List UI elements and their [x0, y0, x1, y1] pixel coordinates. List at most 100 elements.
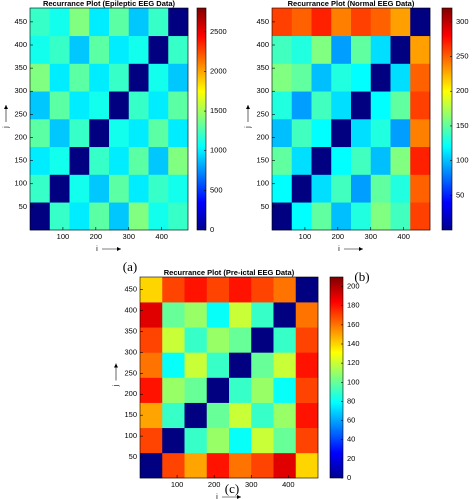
heatmap-cell	[184, 277, 208, 303]
heatmap-cell	[69, 202, 90, 231]
y-tick-label: 50	[129, 452, 137, 461]
heatmap-cell	[273, 277, 297, 303]
heatmap-cell	[295, 327, 319, 353]
heatmap-cell	[272, 63, 293, 92]
heatmap-cell	[272, 174, 293, 203]
heatmap-cell	[370, 35, 391, 64]
x-tick-label: 400	[155, 232, 168, 241]
heatmap-cell	[168, 174, 189, 203]
x-axis-label: i	[216, 492, 218, 499]
heatmap-cell	[410, 174, 431, 203]
heatmap-cell	[229, 377, 252, 403]
heatmap-cell	[30, 63, 51, 92]
heatmap-cell	[109, 119, 130, 148]
heatmap-cell	[410, 8, 431, 37]
heatmap-cell	[291, 91, 312, 120]
heatmap-cell	[311, 146, 332, 175]
heatmap-cell	[184, 402, 208, 429]
heatmap-cell	[168, 8, 189, 37]
y-tick-label: 400	[14, 40, 27, 49]
heatmap-cell	[331, 35, 352, 64]
heatmap-cell	[390, 91, 411, 120]
heatmap-cell	[128, 174, 149, 203]
heatmap-cell	[89, 8, 110, 37]
y-tick-label: 50	[261, 202, 269, 211]
heatmap-cell	[229, 327, 252, 353]
heatmap-cell	[273, 302, 297, 328]
heatmap-cell	[148, 146, 169, 175]
heatmap-cell	[168, 35, 189, 64]
heatmap-cell	[410, 63, 431, 92]
heatmap-cell	[370, 202, 391, 231]
x-tick-label: 300	[245, 480, 258, 489]
heatmap-cell	[49, 8, 70, 37]
heatmap-cell	[168, 63, 189, 92]
heatmap-cell	[140, 277, 163, 303]
y-tick-label: 400	[256, 40, 269, 49]
x-tick-label: 400	[397, 232, 410, 241]
heatmap-cell	[140, 402, 163, 429]
heatmap-cell	[128, 119, 149, 148]
caption: (b)	[354, 269, 369, 284]
heatmap-cell	[148, 8, 169, 37]
heatmap-cell	[30, 8, 51, 37]
heatmap-cell	[109, 35, 130, 64]
y-axis-arrowhead	[114, 363, 118, 368]
heatmap-cell	[168, 119, 189, 148]
heatmap-cell	[331, 91, 352, 120]
heatmap-cell	[390, 119, 411, 148]
y-axis-label: j	[1, 126, 10, 129]
heatmap-cell	[109, 146, 130, 175]
heatmap-cell	[273, 452, 297, 479]
heatmap-cell	[148, 119, 169, 148]
heatmap-cell	[229, 402, 252, 429]
heatmap-cell	[30, 91, 51, 120]
heatmap-cell	[311, 8, 332, 37]
heatmap-cell	[30, 146, 51, 175]
heatmap-cell	[206, 302, 230, 328]
heatmap-cell	[162, 427, 185, 454]
colorbar-tick-label: 80	[347, 396, 355, 405]
heatmap-cell	[229, 352, 252, 378]
colorbar-tick-label: 500	[210, 185, 223, 194]
heatmap-cell	[251, 452, 274, 479]
x-axis-label: i	[338, 244, 340, 253]
heatmap-cell	[49, 63, 70, 92]
colorbar-tick-label: 50	[456, 190, 464, 199]
x-tick-label: 300	[122, 232, 135, 241]
chart-title: Recurrance Plot (Pre-ictal EEG Data)	[164, 268, 295, 277]
heatmap-cell	[390, 63, 411, 92]
heatmap-cell	[410, 91, 431, 120]
heatmap-cell	[311, 119, 332, 148]
heatmap-cell	[390, 35, 411, 64]
heatmap-cell	[272, 8, 293, 37]
heatmap-cell	[351, 91, 372, 120]
heatmap-cell	[109, 174, 130, 203]
heatmap-cell	[390, 202, 411, 231]
heatmap-cell	[49, 35, 70, 64]
heatmap-cell	[128, 8, 149, 37]
heatmap-cell	[331, 146, 352, 175]
heatmap-cell	[295, 427, 319, 454]
heatmap-cell	[273, 327, 297, 353]
y-axis-arrowhead	[246, 105, 250, 109]
heatmap-cell	[410, 119, 431, 148]
heatmap-cell	[410, 35, 431, 64]
heatmap-cell	[49, 146, 70, 175]
heatmap-cell	[30, 119, 51, 148]
y-tick-label: 400	[124, 305, 137, 314]
heatmap-cell	[390, 146, 411, 175]
y-tick-label: 350	[124, 326, 137, 335]
heatmap-cell	[229, 302, 252, 328]
heatmap-cell	[140, 302, 163, 328]
x-tick-label: 300	[364, 232, 377, 241]
heatmap-cell	[291, 8, 312, 37]
x-tick-label: 200	[332, 232, 345, 241]
plot-frame	[29, 7, 189, 231]
heatmap-cell	[140, 377, 163, 403]
colorbar	[196, 7, 207, 231]
colorbar-tick-label: 160	[347, 320, 360, 329]
heatmap-cell	[291, 63, 312, 92]
heatmap-cell	[291, 146, 312, 175]
heatmap-cell	[206, 327, 230, 353]
